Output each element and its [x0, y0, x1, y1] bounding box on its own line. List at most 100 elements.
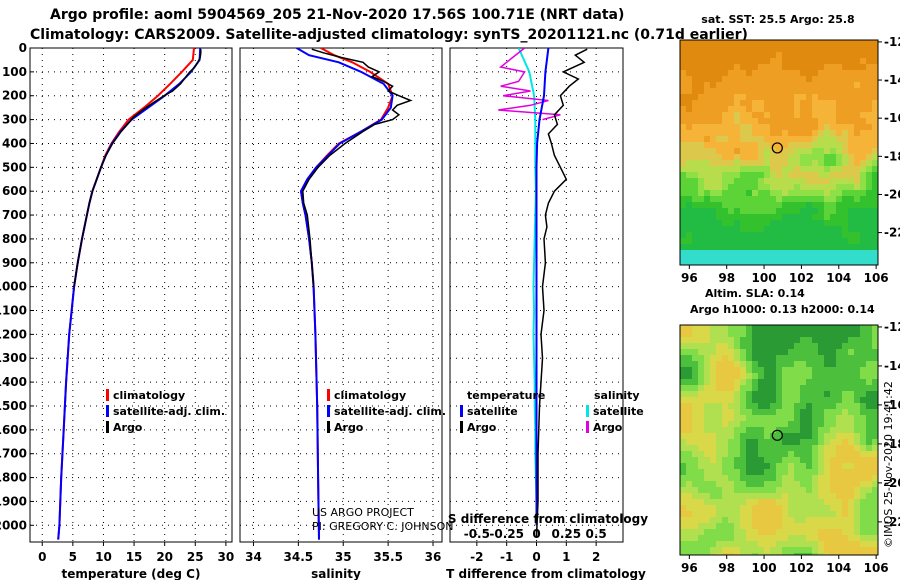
map-cell [758, 40, 764, 46]
map-cell [794, 124, 800, 130]
map-cell [800, 250, 806, 256]
map-cell [704, 238, 710, 244]
map-cell [842, 343, 848, 349]
map-x-tick-label: 98 [718, 561, 735, 575]
depth-tick-label: 500 [2, 160, 27, 174]
map-cell [770, 190, 776, 196]
map-cell [752, 226, 758, 232]
map-cell [758, 70, 764, 76]
map-cell [842, 337, 848, 343]
map-cell [782, 523, 788, 529]
map-cell [692, 505, 698, 511]
map-cell [860, 325, 866, 331]
map-cell [794, 130, 800, 136]
map-cell [764, 214, 770, 220]
map-cell [680, 52, 686, 58]
map-cell [680, 220, 686, 226]
map-cell [758, 427, 764, 433]
x-tick-label: 35 [335, 550, 352, 564]
map-cell [782, 202, 788, 208]
map-cell [734, 487, 740, 493]
map-cell [710, 64, 716, 70]
map-cell [818, 475, 824, 481]
map-cell [800, 421, 806, 427]
map-cell [680, 226, 686, 232]
map-x-tick-label: 96 [681, 271, 698, 285]
map-cell [848, 547, 854, 553]
map-cell [854, 463, 860, 469]
map-cell [722, 325, 728, 331]
map-cell [776, 517, 782, 523]
map-cell [782, 58, 788, 64]
map-cell [686, 397, 692, 403]
map-cell [812, 415, 818, 421]
map-cell [818, 415, 824, 421]
map-cell [812, 409, 818, 415]
map-cell [716, 262, 722, 265]
map-cell [740, 487, 746, 493]
map-cell [722, 256, 728, 262]
map-cell [680, 262, 686, 265]
map-cell [746, 427, 752, 433]
attribution-pi: PI: GREGORY C. JOHNSON [312, 520, 453, 533]
map-cell [836, 244, 842, 250]
map-cell [770, 529, 776, 535]
map-cell [728, 52, 734, 58]
salinity-diff-argo-line [498, 48, 561, 121]
map-cell [722, 142, 728, 148]
map-cell [722, 244, 728, 250]
map-cell [812, 421, 818, 427]
map-cell [872, 397, 878, 403]
map-cell [830, 124, 836, 130]
map-cell [812, 481, 818, 487]
map-cell [812, 493, 818, 499]
map-cell [686, 511, 692, 517]
map-cell [872, 529, 878, 535]
map-cell [734, 469, 740, 475]
map-cell [806, 523, 812, 529]
map-cell [680, 40, 686, 46]
map-cell [842, 220, 848, 226]
map-cell [788, 541, 794, 547]
map-cell [830, 457, 836, 463]
map-cell [794, 385, 800, 391]
map-cell [704, 178, 710, 184]
map-cell [836, 373, 842, 379]
map-cell [734, 232, 740, 238]
map-cell [830, 166, 836, 172]
sla-map-title-line1: Altim. SLA: 0.14 [705, 287, 805, 300]
map-cell [830, 325, 836, 331]
map-cell [818, 349, 824, 355]
map-cell [830, 40, 836, 46]
map-cell [818, 178, 824, 184]
map-cell [770, 349, 776, 355]
map-cell [758, 64, 764, 70]
map-cell [764, 160, 770, 166]
map-cell [722, 337, 728, 343]
map-cell [734, 457, 740, 463]
map-cell [710, 142, 716, 148]
map-cell [848, 70, 854, 76]
map-cell [800, 100, 806, 106]
map-cell [830, 46, 836, 52]
map-cell [860, 397, 866, 403]
map-cell [860, 409, 866, 415]
map-cell [722, 220, 728, 226]
map-cell [698, 112, 704, 118]
map-y-tick-label: -12 [884, 320, 900, 334]
map-cell [746, 439, 752, 445]
map-cell [866, 547, 872, 553]
map-cell [800, 76, 806, 82]
map-cell [842, 421, 848, 427]
map-cell [872, 511, 878, 517]
map-cell [794, 40, 800, 46]
map-cell [854, 76, 860, 82]
map-cell [794, 529, 800, 535]
map-cell [710, 337, 716, 343]
map-cell [680, 76, 686, 82]
map-cell [746, 100, 752, 106]
temperature-argo-line [73, 49, 202, 287]
map-cell [710, 325, 716, 331]
map-cell [836, 220, 842, 226]
map-cell [734, 208, 740, 214]
